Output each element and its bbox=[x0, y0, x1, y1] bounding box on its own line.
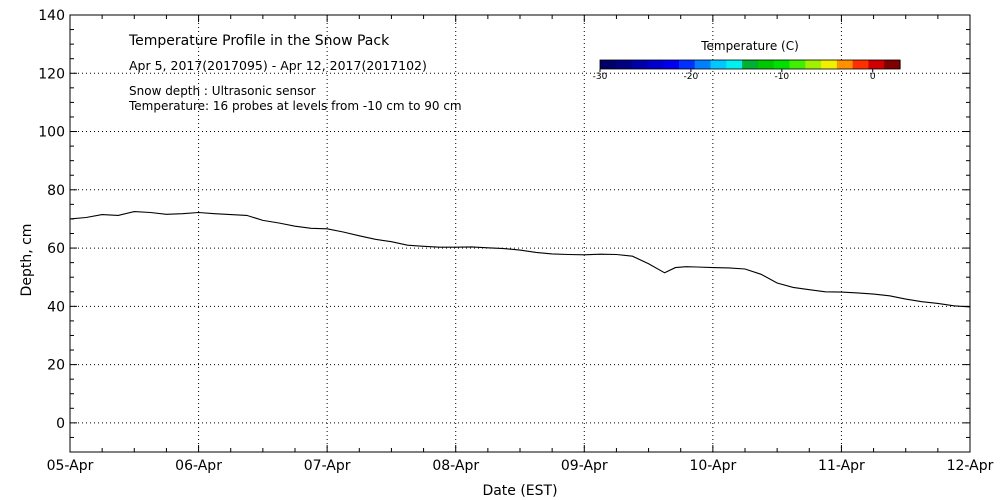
chart-subtitle: Apr 5, 2017(2017095) - Apr 12, 2017(2017… bbox=[129, 58, 427, 73]
y-tick-label: 0 bbox=[56, 416, 65, 432]
colorbar-swatch bbox=[710, 60, 727, 69]
x-tick-label: 08-Apr bbox=[432, 458, 479, 474]
colorbar-swatch bbox=[868, 60, 885, 69]
colorbar-swatch bbox=[663, 60, 680, 69]
grid bbox=[70, 15, 970, 452]
x-tick-label: 11-Apr bbox=[818, 458, 865, 474]
x-tick-label: 07-Apr bbox=[304, 458, 351, 474]
y-tick-label: 120 bbox=[38, 66, 65, 82]
colorbar-title: Temperature (C) bbox=[700, 39, 799, 53]
colorbar-swatch bbox=[852, 60, 870, 69]
colorbar-frame bbox=[599, 59, 901, 70]
plot-frame bbox=[69, 14, 971, 453]
colorbar-swatch bbox=[836, 60, 854, 69]
y-tick-label: 80 bbox=[47, 183, 65, 199]
colorbar-swatch bbox=[757, 60, 775, 69]
colorbar-swatch bbox=[884, 60, 901, 69]
colorbar-swatch bbox=[789, 60, 806, 69]
x-tick-label: 10-Apr bbox=[689, 458, 736, 474]
note-snow-depth: Snow depth : Ultrasonic sensor bbox=[129, 84, 316, 98]
colorbar-swatch bbox=[742, 60, 759, 69]
colorbar-tick-label: 0 bbox=[870, 72, 876, 82]
colorbar-tick-label: -20 bbox=[684, 72, 699, 82]
x-tick-label: 05-Apr bbox=[47, 458, 94, 474]
chart-title: Temperature Profile in the Snow Pack bbox=[128, 33, 390, 49]
series-layer bbox=[69, 211, 971, 308]
colorbar-swatch bbox=[600, 60, 617, 69]
y-axis-ticks: 0 20 40 60 80 100 120 140 bbox=[38, 8, 970, 453]
y-tick-label: 20 bbox=[47, 358, 65, 374]
colorbar-swatch bbox=[678, 60, 696, 69]
note-temperature: Temperature: 16 probes at levels from -1… bbox=[128, 99, 462, 113]
y-tick-label: 40 bbox=[47, 299, 65, 315]
colorbar-swatch bbox=[773, 60, 791, 69]
y-tick-label: 100 bbox=[38, 125, 65, 141]
colorbar-swatch bbox=[615, 60, 633, 69]
colorbar-swatch bbox=[821, 60, 838, 69]
colorbar-swatch bbox=[694, 60, 712, 69]
colorbar-swatch bbox=[631, 60, 648, 69]
colorbar-swatch bbox=[647, 60, 664, 69]
snow-depth-line bbox=[69, 211, 971, 308]
x-tick-label: 12-Apr bbox=[947, 458, 994, 474]
colorbar: -30 -20 -10 0 bbox=[593, 59, 901, 82]
y-tick-label: 140 bbox=[38, 8, 65, 24]
colorbar-swatch bbox=[726, 60, 743, 69]
colorbar-swatch bbox=[805, 60, 822, 69]
x-tick-label: 06-Apr bbox=[175, 458, 222, 474]
x-axis-label: Date (EST) bbox=[482, 483, 557, 499]
colorbar-tick-label: -10 bbox=[774, 72, 789, 82]
y-axis-label: Depth, cm bbox=[19, 224, 35, 297]
colorbar-tick-label: -30 bbox=[593, 72, 608, 82]
y-tick-label: 60 bbox=[47, 241, 65, 257]
x-tick-label: 09-Apr bbox=[561, 458, 608, 474]
